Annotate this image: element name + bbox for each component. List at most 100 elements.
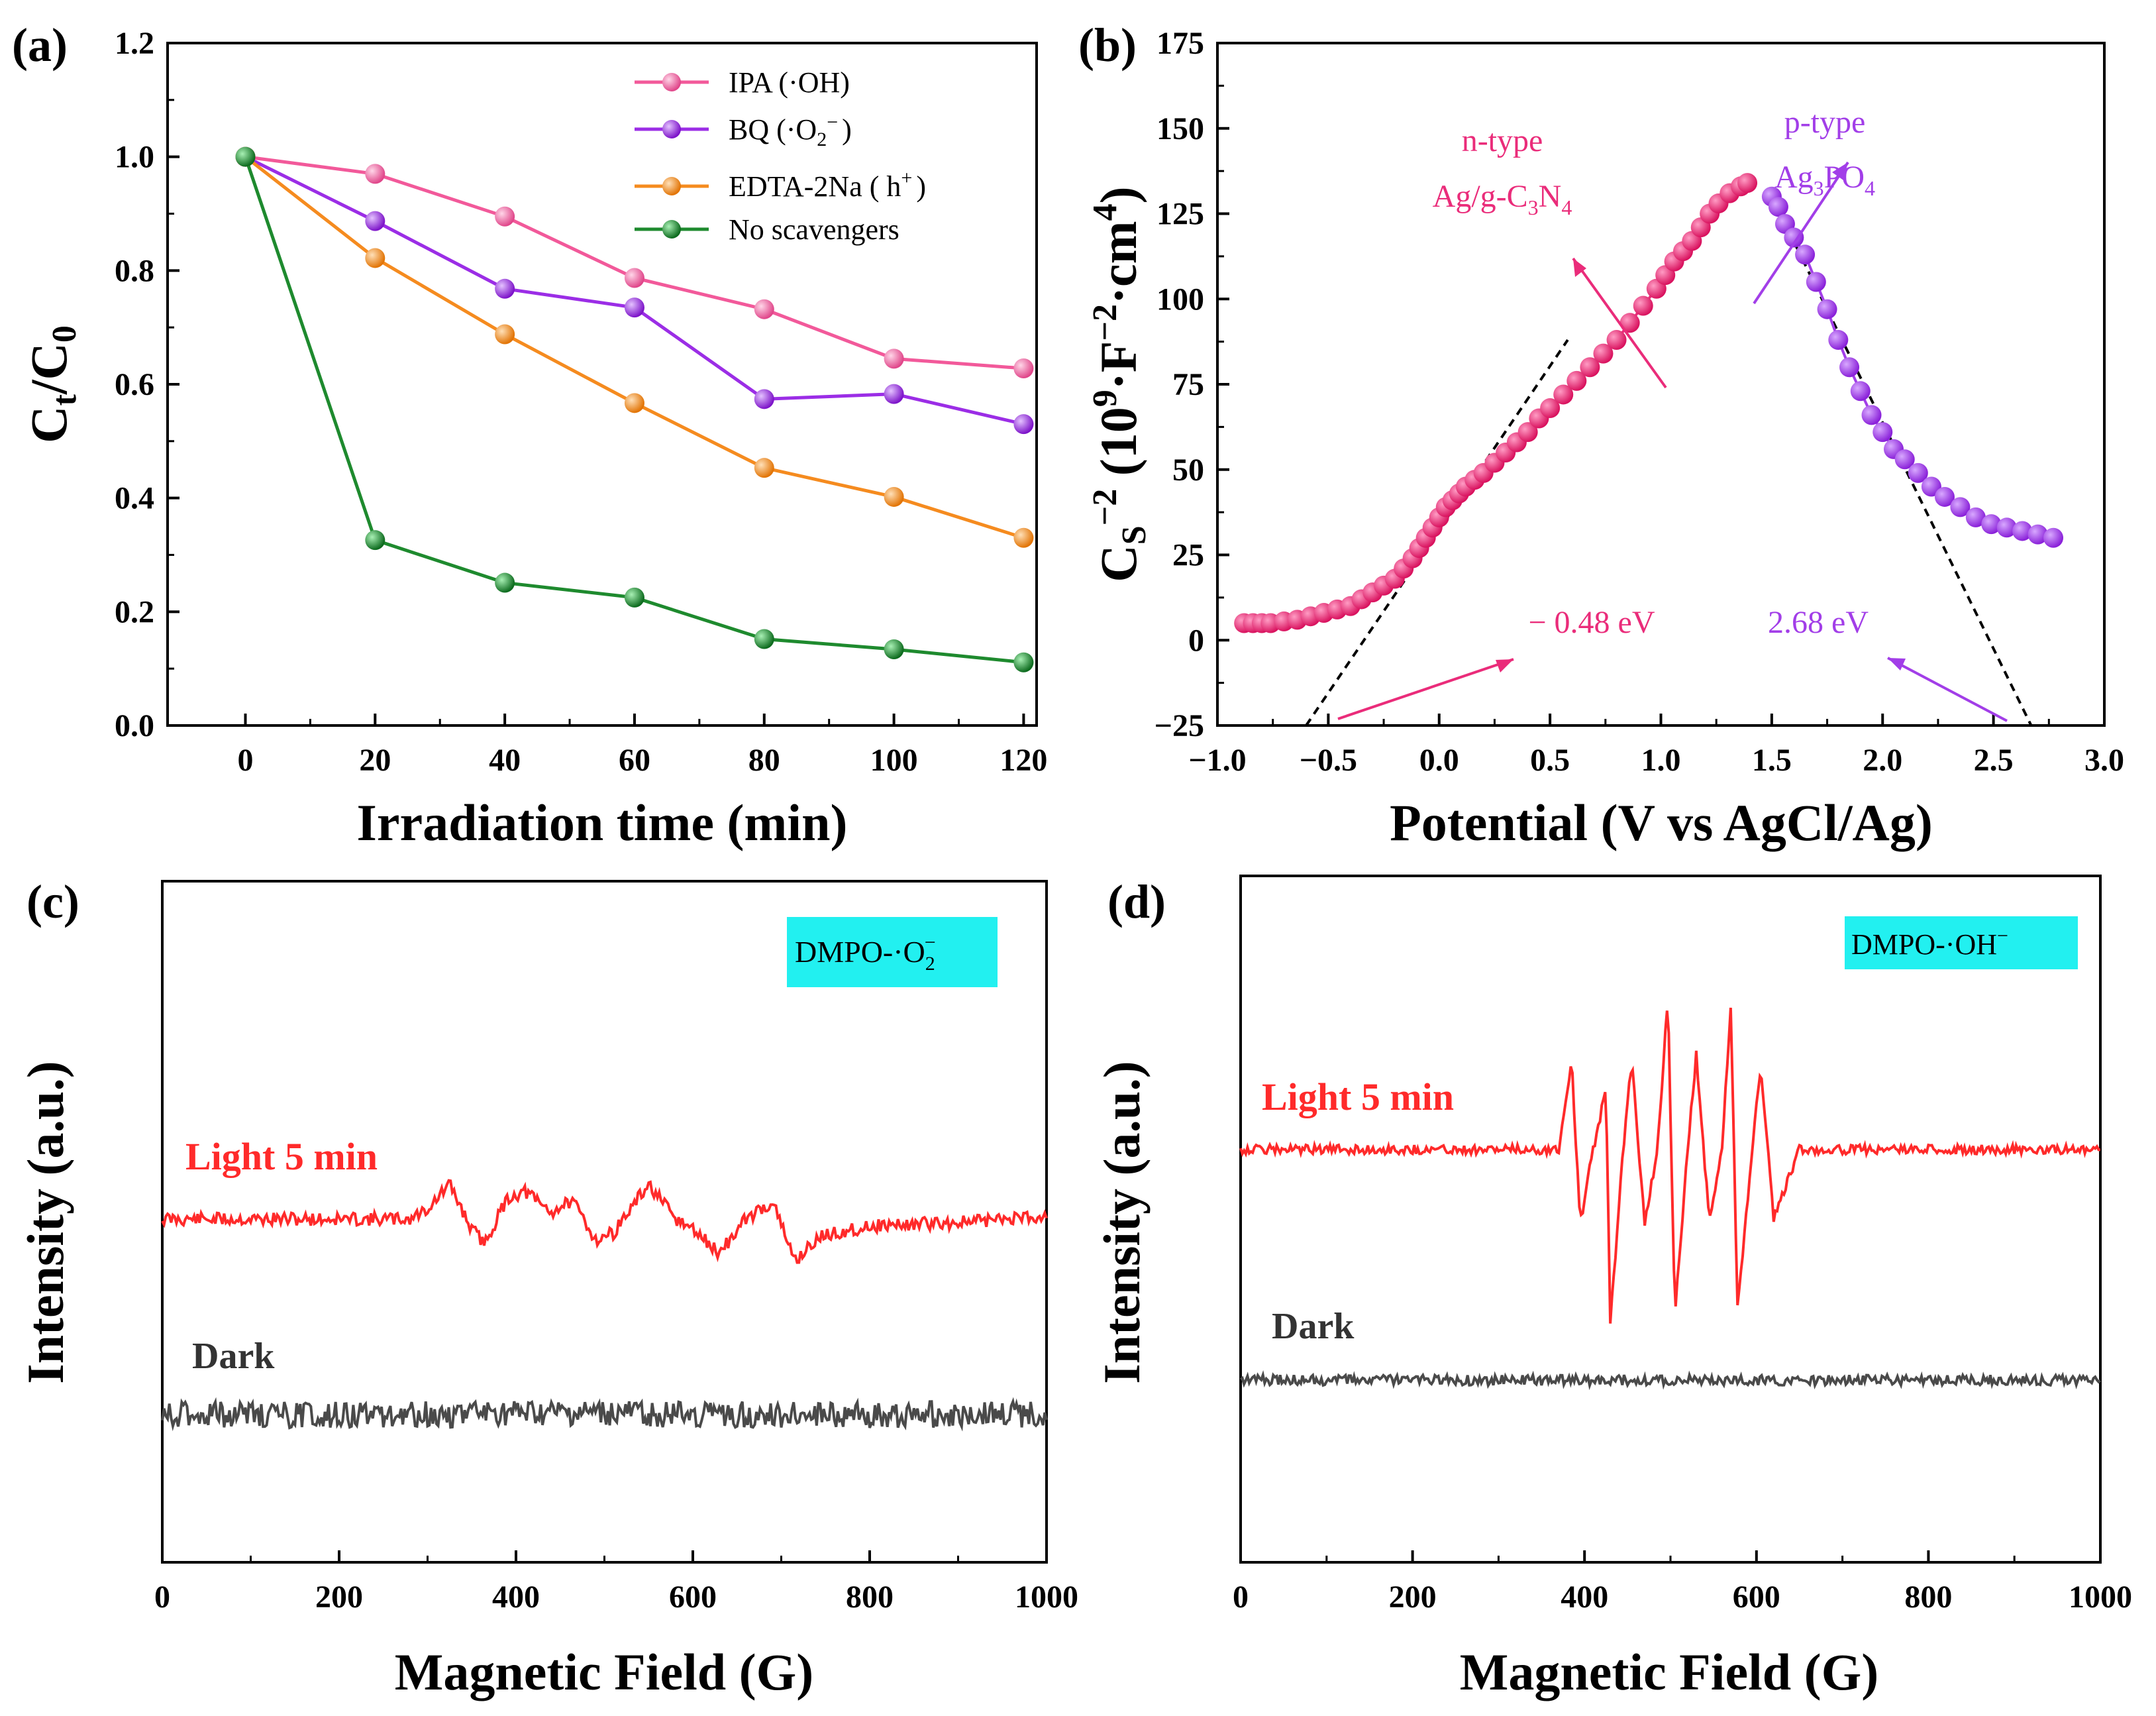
data-point-n-type bbox=[1580, 357, 1600, 378]
data-point-p-type bbox=[2028, 524, 2048, 545]
d-x-tick-label: 1000 bbox=[2069, 1580, 2132, 1615]
annotation-p-value: 2.68 eV bbox=[1768, 605, 2008, 722]
data-point-p-type bbox=[1806, 272, 1826, 292]
c-x-tick-label: 400 bbox=[492, 1580, 540, 1615]
a-y-tick-label: 0.2 bbox=[115, 594, 154, 629]
d-x-tick-label: 800 bbox=[1904, 1580, 1952, 1615]
panel-a-x-title: Irradiation time (min) bbox=[357, 794, 848, 851]
data-point-none bbox=[235, 146, 256, 167]
panel-a-ticks: 0 20 40 60 80 100 120 0.0 0.2 0.4 0.6 0.8 1.0 1.2 bbox=[115, 26, 1047, 778]
a-y-tick-label: 1.2 bbox=[115, 26, 154, 61]
data-point-n-type bbox=[1619, 313, 1640, 333]
data-point-p-type bbox=[1981, 514, 2002, 535]
data-point-n-type bbox=[1540, 398, 1561, 419]
a-y-tick-label: 0.6 bbox=[115, 367, 154, 402]
b-y-tick-label: 25 bbox=[1172, 538, 1204, 573]
panel-d-frame bbox=[1239, 875, 2102, 1564]
d-light-spectrum bbox=[1239, 1007, 2101, 1324]
a-y-tick-label: 0.0 bbox=[115, 708, 154, 743]
b-y-tick-label: −25 bbox=[1155, 708, 1204, 743]
panel-d-light-label: Light 5 min bbox=[1262, 1075, 1454, 1118]
panel-c-ticks: 0 200 400 600 800 1000 bbox=[154, 1550, 1078, 1615]
data-point-none bbox=[1013, 652, 1034, 672]
p-type-arrow bbox=[1753, 161, 1849, 305]
a-x-tick-label: 60 bbox=[619, 743, 650, 778]
a-x-tick-label: 80 bbox=[748, 743, 780, 778]
data-point-bq bbox=[365, 211, 385, 231]
b-x-tick-label: 1.0 bbox=[1641, 743, 1681, 778]
panel-a-y-title: Ct/C0 bbox=[20, 325, 83, 443]
panel-a: (a) 0 20 40 60 80 100 120 0.0 0.2 0.4 0.6 0.8 1.0 1.2… bbox=[12, 19, 1047, 851]
c-light-spectrum bbox=[161, 1179, 1048, 1264]
data-point-ipa bbox=[1013, 358, 1034, 378]
annotation-p-type: p-type Ag3PO4 bbox=[1753, 105, 1875, 305]
data-point-p-type bbox=[2012, 521, 2033, 541]
b-y-tick-label: 175 bbox=[1156, 26, 1204, 61]
panel-a-series bbox=[235, 146, 1034, 672]
data-point-ipa bbox=[754, 299, 774, 319]
b-x-tick-label: −0.5 bbox=[1300, 743, 1357, 778]
panel-d-dark-label: Dark bbox=[1272, 1306, 1355, 1347]
data-point-p-type bbox=[1850, 381, 1871, 402]
data-point-p-type bbox=[1894, 449, 1915, 470]
panel-d-x-title: Magnetic Field (G) bbox=[1460, 1643, 1879, 1701]
d-dark-spectrum bbox=[1239, 1370, 2102, 1391]
data-point-n-type bbox=[1737, 173, 1758, 193]
series-line-bq bbox=[244, 155, 1024, 426]
n-type-flatband-value: − 0.48 eV bbox=[1528, 605, 1655, 640]
a-x-tick-label: 0 bbox=[237, 743, 253, 778]
n-type-material: Ag/g-C3N4 bbox=[1433, 179, 1572, 219]
panel-b-x-title: Potential (V vs AgCl/Ag) bbox=[1390, 794, 1933, 851]
data-point-p-type bbox=[1934, 486, 1955, 507]
c-dark-spectrum bbox=[161, 1397, 1048, 1432]
a-y-tick-label: 0.4 bbox=[115, 481, 154, 516]
panel-c-x-title: Magnetic Field (G) bbox=[395, 1643, 814, 1701]
data-point-bq bbox=[495, 278, 515, 299]
annotation-n-value: − 0.48 eV bbox=[1337, 605, 1655, 720]
data-point-p-type bbox=[1873, 422, 1893, 443]
data-point-n-type bbox=[1593, 343, 1614, 364]
n-value-arrow bbox=[1337, 658, 1514, 720]
data-point-p-type bbox=[1839, 357, 1860, 378]
panel-c: (c) 0 200 400 600 800 1000 Magnetic Field (G)… bbox=[17, 875, 1078, 1701]
panel-c-light-label: Light 5 min bbox=[185, 1135, 378, 1178]
panel-c-series bbox=[161, 1179, 1048, 1432]
data-point-edta bbox=[1013, 527, 1034, 548]
data-point-p-type bbox=[1965, 507, 1986, 527]
panel-d-ticks: 0 200 400 600 800 1000 bbox=[1233, 1550, 2132, 1615]
b-x-tick-label: 1.5 bbox=[1752, 743, 1792, 778]
a-y-tick-label: 0.8 bbox=[115, 253, 154, 288]
b-x-tick-label: 3.0 bbox=[2084, 743, 2124, 778]
data-point-p-type bbox=[1784, 227, 1804, 248]
panel-d-series bbox=[1239, 1007, 2102, 1391]
panel-d-species-box bbox=[1845, 916, 2078, 969]
legend-marker-none bbox=[662, 220, 681, 239]
series-line-n-type bbox=[1244, 182, 1748, 625]
data-point-n-type bbox=[1553, 384, 1574, 405]
b-y-tick-label: 125 bbox=[1156, 197, 1204, 232]
p-type-label: p-type bbox=[1784, 105, 1866, 140]
panel-b-label: (b) bbox=[1078, 19, 1137, 72]
data-point-n-type bbox=[1606, 330, 1627, 350]
panel-b-series bbox=[1234, 173, 2064, 633]
data-point-ipa bbox=[365, 164, 385, 184]
legend-label-bq: BQ (·O2−) bbox=[729, 111, 852, 150]
data-point-p-type bbox=[1817, 299, 1837, 319]
data-point-ipa bbox=[495, 206, 515, 227]
panel-c-species-box bbox=[787, 917, 998, 987]
n-type-label: n-type bbox=[1462, 123, 1543, 158]
b-y-tick-label: 75 bbox=[1172, 367, 1204, 402]
panel-c-label: (c) bbox=[26, 875, 79, 928]
data-point-p-type bbox=[2043, 527, 2064, 548]
c-x-tick-label: 800 bbox=[846, 1580, 894, 1615]
data-point-p-type bbox=[1861, 405, 1882, 425]
legend-item-ipa: IPA (·OH) bbox=[635, 66, 850, 99]
panel-d: (d) 0 200 400 600 800 1000 Magnetic Field (G)… bbox=[1093, 875, 2132, 1701]
legend-label-ipa: IPA (·OH) bbox=[729, 66, 850, 99]
b-x-tick-label: 2.5 bbox=[1974, 743, 2014, 778]
panel-b: (b) −1.0 −0.5 0.0 0.5 1.0 1.5 2.0 2.5 3.0 −25 0 25 5… bbox=[1078, 19, 2124, 851]
b-y-tick-label: 150 bbox=[1156, 111, 1204, 146]
panel-d-species-label: DMPO-·OH− bbox=[1851, 925, 2008, 961]
a-x-tick-label: 120 bbox=[1000, 743, 1047, 778]
legend-marker-ipa bbox=[662, 73, 681, 91]
